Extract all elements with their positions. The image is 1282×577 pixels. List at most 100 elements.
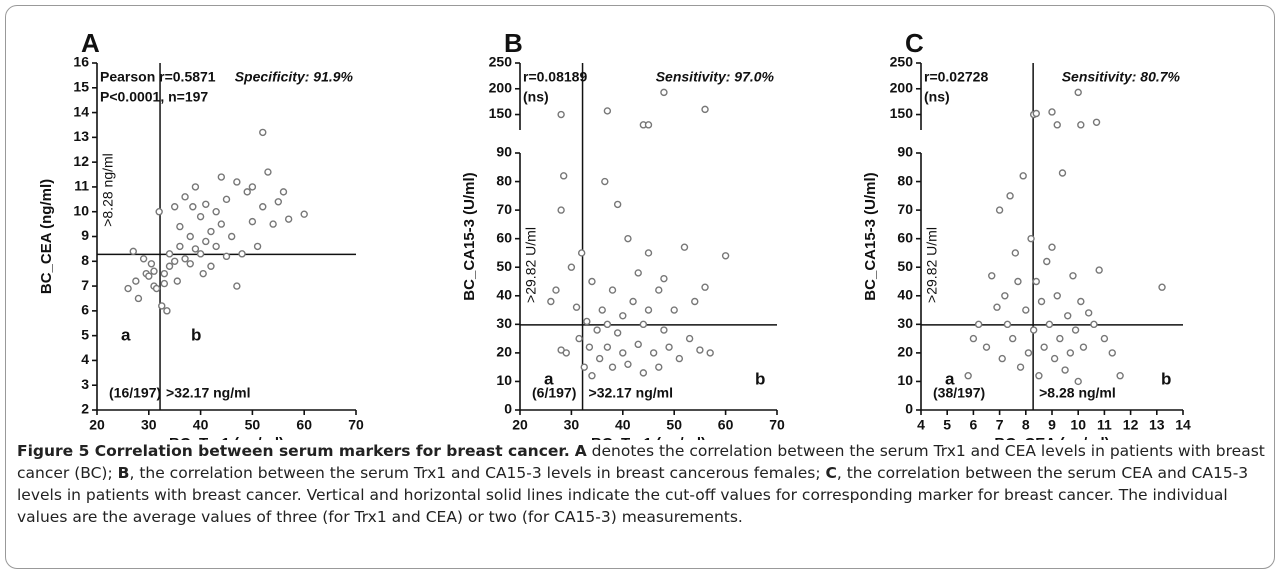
x-tick-label: 60 <box>296 417 312 433</box>
data-point <box>588 372 596 380</box>
y-tick-label: 60 <box>897 229 913 245</box>
x-tick-label: 4 <box>917 417 925 433</box>
y-tick-label: 20 <box>496 344 512 360</box>
y-tick-label: 50 <box>496 258 512 274</box>
data-point <box>1050 354 1059 363</box>
data-point <box>202 237 210 246</box>
data-point <box>1100 334 1109 343</box>
data-point <box>593 326 601 334</box>
y-tick-label: 14 <box>73 103 89 119</box>
data-point <box>238 250 246 258</box>
y-tick-label: 30 <box>496 315 512 331</box>
data-point <box>969 334 978 343</box>
cutoff-x-label: >32.17 ng/ml <box>589 385 673 401</box>
data-point <box>212 208 220 216</box>
data-point <box>181 255 189 263</box>
data-point <box>660 274 668 283</box>
x-tick-label: 8 <box>1022 417 1030 433</box>
data-point <box>624 234 632 243</box>
x-tick-label: 11 <box>1097 417 1112 433</box>
region-label: a <box>945 369 955 388</box>
data-point <box>982 343 991 351</box>
x-tick-label: 7 <box>996 417 1004 433</box>
metric-text: Sensitivity: 80.7% <box>1062 69 1181 85</box>
data-point <box>191 245 200 253</box>
data-point <box>217 220 226 228</box>
region-label: b <box>755 369 765 388</box>
data-point <box>655 363 663 371</box>
data-point <box>132 277 140 285</box>
data-point <box>588 277 596 286</box>
y-tick-label: 40 <box>897 286 913 302</box>
region-label: a <box>544 369 554 388</box>
y-tick-label: 10 <box>496 372 512 388</box>
data-point <box>279 188 288 196</box>
data-point <box>207 227 215 236</box>
data-point <box>644 249 653 257</box>
data-point <box>259 203 267 211</box>
y-tick-label: 12 <box>73 153 89 169</box>
data-point <box>595 354 604 363</box>
caption-text: B <box>117 464 130 482</box>
stats-text: r=0.08189 <box>523 69 587 85</box>
data-point <box>1066 349 1075 357</box>
data-point <box>619 312 627 320</box>
x-tick-label: 70 <box>348 417 364 433</box>
y-tick-label: 4 <box>81 351 89 367</box>
data-point <box>1071 326 1080 334</box>
data-point <box>603 343 612 351</box>
data-point <box>196 250 205 258</box>
data-point <box>1053 121 1061 129</box>
data-point <box>186 260 194 268</box>
x-tick-label: 70 <box>769 417 785 433</box>
data-point <box>176 242 184 251</box>
data-point <box>1048 243 1056 251</box>
data-point <box>639 320 648 329</box>
y-tick-label: 15 <box>73 78 89 94</box>
data-point <box>1092 118 1101 126</box>
caption-text: denotes the correlation between the seru… <box>17 442 1265 482</box>
caption-text: , the correlation between the serum CEA … <box>17 464 1249 526</box>
data-point <box>1035 372 1043 380</box>
region-label: a <box>121 325 131 344</box>
data-point <box>264 168 272 176</box>
data-point <box>248 217 257 226</box>
y-tick-label: 90 <box>496 144 512 160</box>
data-point <box>1003 320 1012 329</box>
data-point <box>152 284 161 293</box>
data-point <box>649 349 658 357</box>
data-point <box>170 257 179 265</box>
data-point <box>601 177 609 186</box>
stats-text: P<0.0001, n=197 <box>100 89 208 105</box>
data-point <box>585 343 594 351</box>
y-tick-label: 30 <box>897 315 913 331</box>
data-point <box>233 178 241 186</box>
data-point <box>613 200 622 209</box>
data-point <box>253 242 262 251</box>
x-axis-label: BC_Trx1 (ng/ml) <box>591 435 706 440</box>
data-point <box>572 303 581 311</box>
data-point <box>575 334 583 343</box>
panel-letter: C <box>905 28 924 58</box>
data-point <box>1027 234 1035 243</box>
y-tick-label: 80 <box>897 172 913 188</box>
data-point <box>988 272 996 280</box>
stats-text: (ns) <box>523 89 549 105</box>
data-point <box>1074 377 1082 386</box>
data-point <box>284 215 293 223</box>
data-point <box>145 272 153 280</box>
data-point <box>1069 272 1077 280</box>
figure-frame <box>5 5 1275 569</box>
y-tick-label: 250 <box>489 54 513 70</box>
data-point <box>559 172 568 180</box>
data-point <box>189 203 197 211</box>
x-tick-label: 60 <box>718 417 734 433</box>
data-point <box>274 198 282 206</box>
y-axis-label: BC_CA15-3 (U/ml) <box>461 172 478 300</box>
x-tick-label: 14 <box>1175 417 1191 433</box>
y-tick-label: 0 <box>504 401 512 417</box>
data-point <box>1090 320 1098 329</box>
x-tick-label: 20 <box>512 417 528 433</box>
data-point <box>998 354 1006 363</box>
